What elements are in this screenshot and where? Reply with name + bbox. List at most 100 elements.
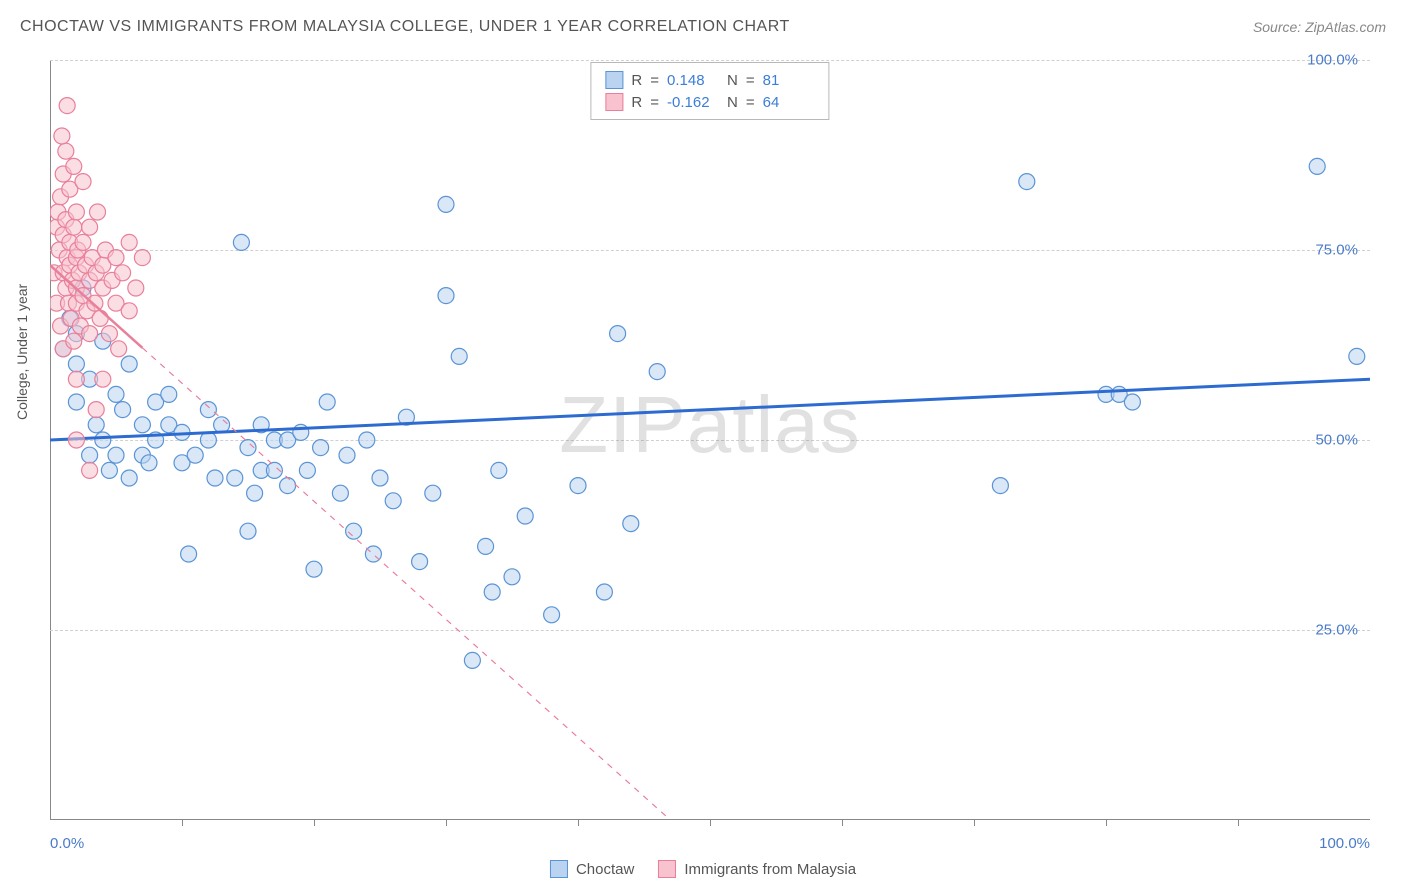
scatter-point [121,234,137,250]
scatter-point [108,447,124,463]
scatter-point [570,478,586,494]
stats-legend-box: R = 0.148 N = 81 R = -0.162 N = 64 [590,62,829,120]
scatter-point [121,303,137,319]
scatter-point [504,569,520,585]
scatter-point [610,326,626,342]
scatter-point [319,394,335,410]
scatter-point [385,493,401,509]
scatter-point [181,546,197,562]
scatter-point [54,128,70,144]
scatter-point [58,143,74,159]
scatter-point [88,402,104,418]
stat-eq: = [650,72,659,89]
scatter-point [425,485,441,501]
stat-eq: = [746,94,755,111]
x-tick [578,820,579,826]
scatter-point [544,607,560,623]
scatter-point [438,196,454,212]
scatter-point [649,364,665,380]
scatter-point [111,341,127,357]
stat-eq: = [650,94,659,111]
scatter-point [207,470,223,486]
scatter-point [992,478,1008,494]
scatter-point [161,386,177,402]
scatter-point [517,508,533,524]
scatter-point [90,204,106,220]
scatter-point [451,348,467,364]
chart-source: Source: ZipAtlas.com [1253,19,1386,35]
stat-n-value: 81 [763,72,815,89]
scatter-point [346,523,362,539]
stat-swatch [605,71,623,89]
scatter-point [75,174,91,190]
scatter-point [75,234,91,250]
scatter-point [92,310,108,326]
scatter-point [359,432,375,448]
scatter-point [82,447,98,463]
scatter-point [478,538,494,554]
legend-item: Immigrants from Malaysia [658,860,856,878]
stat-r-value: 0.148 [667,72,719,89]
legend-swatch [550,860,568,878]
stat-n-label: N [727,72,738,89]
scatter-point [1349,348,1365,364]
scatter-point [59,98,75,114]
scatter-point [115,265,131,281]
scatter-point [1309,158,1325,174]
chart-title: CHOCTAW VS IMMIGRANTS FROM MALAYSIA COLL… [20,18,790,36]
scatter-point [372,470,388,486]
x-tick-label: 100.0% [1319,835,1370,852]
x-tick [182,820,183,826]
x-tick [1106,820,1107,826]
scatter-point [68,356,84,372]
scatter-point [66,158,82,174]
scatter-point [95,432,111,448]
legend-item: Choctaw [550,860,634,878]
scatter-point [280,478,296,494]
scatter-point [134,250,150,266]
scatter-point [101,462,117,478]
scatter-point [484,584,500,600]
scatter-point [306,561,322,577]
scatter-point [66,333,82,349]
bottom-legend: Choctaw Immigrants from Malaysia [550,860,856,878]
x-tick [974,820,975,826]
stat-eq: = [746,72,755,89]
scatter-point [464,652,480,668]
scatter-point [200,402,216,418]
scatter-point [247,485,263,501]
y-axis-label: College, Under 1 year [14,284,30,420]
scatter-point [128,280,144,296]
scatter-point [1124,394,1140,410]
scatter-point [438,288,454,304]
x-tick [1238,820,1239,826]
x-tick [710,820,711,826]
scatter-point [187,447,203,463]
scatter-point [121,356,137,372]
scatter-point [82,219,98,235]
scatter-point [339,447,355,463]
stat-r-value: -0.162 [667,94,719,111]
legend-label: Immigrants from Malaysia [684,861,856,878]
scatter-point [108,250,124,266]
plot-area: ZIPatlas R=0.148N=81R=-0.162N=64 25.0%50… [50,60,1370,820]
chart-svg [50,60,1370,820]
scatter-point [68,432,84,448]
stats-row: R = -0.162 N = 64 [605,91,814,113]
scatter-point [101,326,117,342]
scatter-point [1019,174,1035,190]
stat-n-value: 64 [763,94,815,111]
x-tick-label: 0.0% [50,835,84,852]
x-tick [314,820,315,826]
stat-r-label: R [631,72,642,89]
scatter-point [623,516,639,532]
scatter-point [313,440,329,456]
scatter-point [68,394,84,410]
scatter-point [233,234,249,250]
stat-n-label: N [727,94,738,111]
scatter-point [66,219,82,235]
stat-r-label: R [631,94,642,111]
scatter-point [68,204,84,220]
stat-swatch [605,93,623,111]
x-tick [446,820,447,826]
